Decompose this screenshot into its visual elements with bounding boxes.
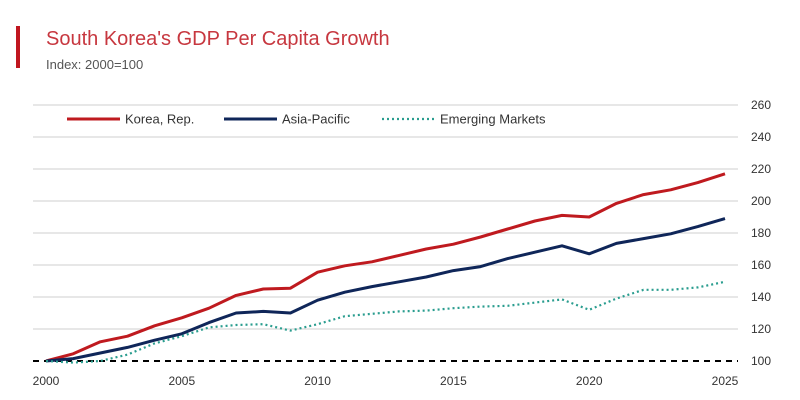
x-tick-label: 2015: [440, 374, 467, 388]
legend: Korea, Rep. Asia-Pacific Emerging Markets: [67, 112, 546, 127]
chart-title: South Korea's GDP Per Capita Growth: [46, 28, 390, 50]
title-accent-bar: [16, 26, 20, 68]
y-tick-label: 120: [751, 322, 771, 336]
chart-subtitle: Index: 2000=100: [46, 57, 144, 72]
y-tick-label: 140: [751, 290, 771, 304]
series-line-korea-rep: [45, 172, 726, 363]
legend-label: Korea, Rep.: [125, 112, 194, 127]
y-tick-label: 260: [751, 98, 771, 112]
y-tick-label: 220: [751, 162, 771, 176]
legend-label: Emerging Markets: [440, 112, 546, 127]
x-tick-label: 2025: [712, 374, 739, 388]
y-tick-label: 100: [751, 354, 771, 368]
legend-label: Asia-Pacific: [282, 112, 350, 127]
x-axis-ticks: 2000 2005 2010 2015 2020 2025: [33, 374, 739, 388]
y-axis-ticks: 100 120 140 160 180 200 220 240 260: [751, 98, 771, 368]
series-line-emerging-markets: [45, 280, 726, 364]
y-tick-label: 180: [751, 226, 771, 240]
x-tick-label: 2005: [168, 374, 195, 388]
y-tick-label: 200: [751, 194, 771, 208]
x-tick-label: 2020: [576, 374, 603, 388]
series-line-asia-pacific: [45, 217, 726, 363]
x-tick-label: 2000: [33, 374, 60, 388]
y-tick-label: 240: [751, 130, 771, 144]
gridlines: [33, 104, 738, 362]
x-tick-label: 2010: [304, 374, 331, 388]
series-lines: [45, 172, 726, 364]
y-tick-label: 160: [751, 258, 771, 272]
